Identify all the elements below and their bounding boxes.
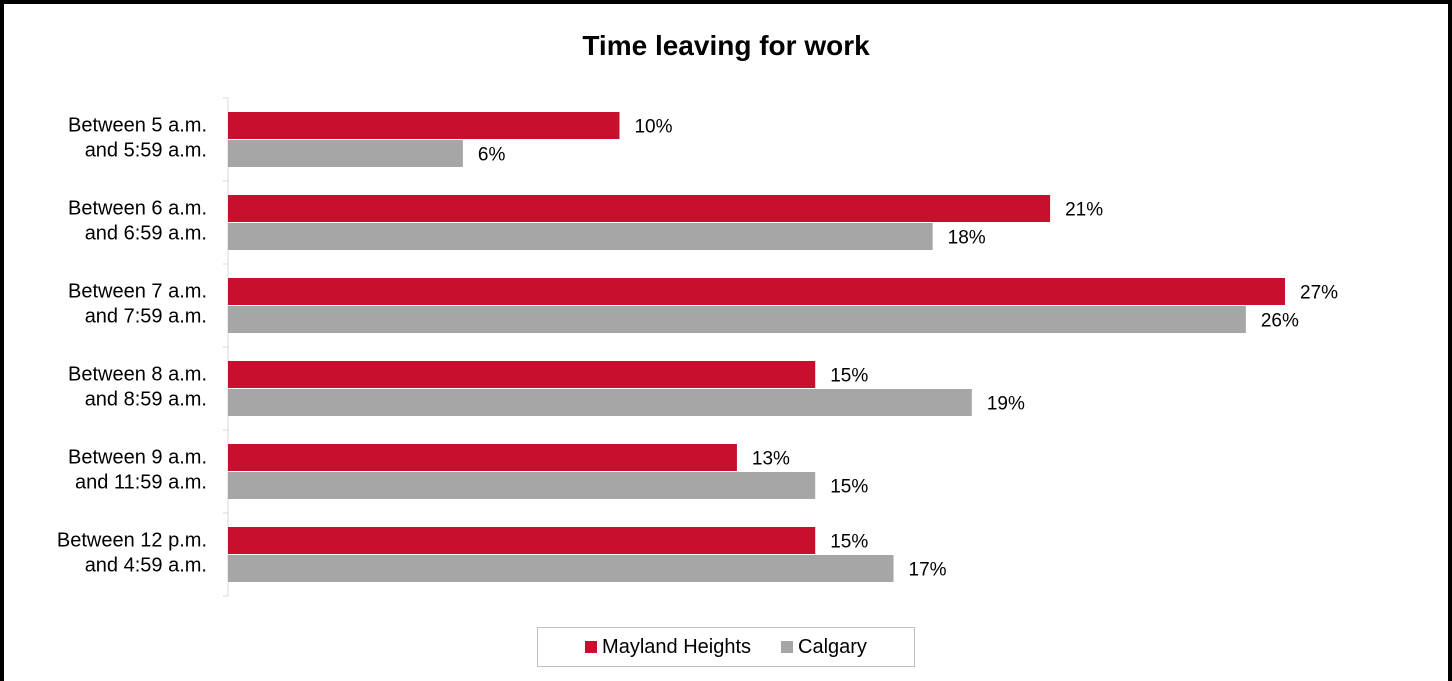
bar-mayland-heights: [228, 361, 816, 388]
data-label: 6%: [478, 145, 506, 166]
category-label: and 5:59 a.m.: [85, 140, 207, 162]
data-label: 15%: [830, 366, 868, 387]
legend-swatch-mayland-heights: [585, 641, 598, 653]
bar-mayland-heights: [228, 278, 1285, 305]
legend-item-calgary: Calgary: [781, 636, 867, 659]
category-label: Between 5 a.m.: [68, 115, 207, 137]
bar-mayland-heights: [228, 112, 620, 139]
data-label: 10%: [634, 117, 672, 138]
category-label: Between 8 a.m.: [68, 364, 207, 386]
chart-title: Time leaving for work: [582, 30, 870, 61]
category-label: Between 7 a.m.: [68, 281, 207, 303]
category-label: and 4:59 a.m.: [85, 555, 207, 577]
category-label: Between 9 a.m.: [68, 447, 207, 469]
data-label: 13%: [752, 449, 790, 470]
bar-mayland-heights: [228, 444, 737, 471]
legend-item-mayland-heights: Mayland Heights: [585, 636, 751, 659]
category-label: Between 12 p.m.: [57, 530, 207, 552]
data-label: 21%: [1065, 200, 1103, 221]
data-label: 17%: [909, 560, 947, 581]
category-label: Between 6 a.m.: [68, 198, 207, 220]
bar-calgary: [228, 223, 933, 250]
bar-calgary: [228, 306, 1246, 333]
bar-calgary: [228, 555, 894, 582]
category-label: and 8:59 a.m.: [85, 389, 207, 411]
data-label: 27%: [1300, 283, 1338, 304]
bar-calgary: [228, 140, 463, 167]
category-label: and 6:59 a.m.: [85, 223, 207, 245]
data-label: 26%: [1261, 311, 1299, 332]
bar-calgary: [228, 472, 816, 499]
legend-label-calgary: Calgary: [798, 635, 867, 658]
data-label: 18%: [948, 228, 986, 249]
bar-calgary: [228, 389, 972, 416]
data-label: 19%: [987, 394, 1025, 415]
category-label: and 7:59 a.m.: [85, 306, 207, 328]
category-label: and 11:59 a.m.: [75, 472, 207, 494]
bar-mayland-heights: [228, 195, 1051, 222]
legend-label-mayland-heights: Mayland Heights: [602, 635, 752, 658]
data-label: 15%: [830, 532, 868, 553]
data-label: 15%: [830, 477, 868, 498]
bar-mayland-heights: [228, 527, 816, 554]
legend: Mayland Heights Calgary: [537, 627, 915, 667]
legend-swatch-calgary: [781, 641, 794, 653]
